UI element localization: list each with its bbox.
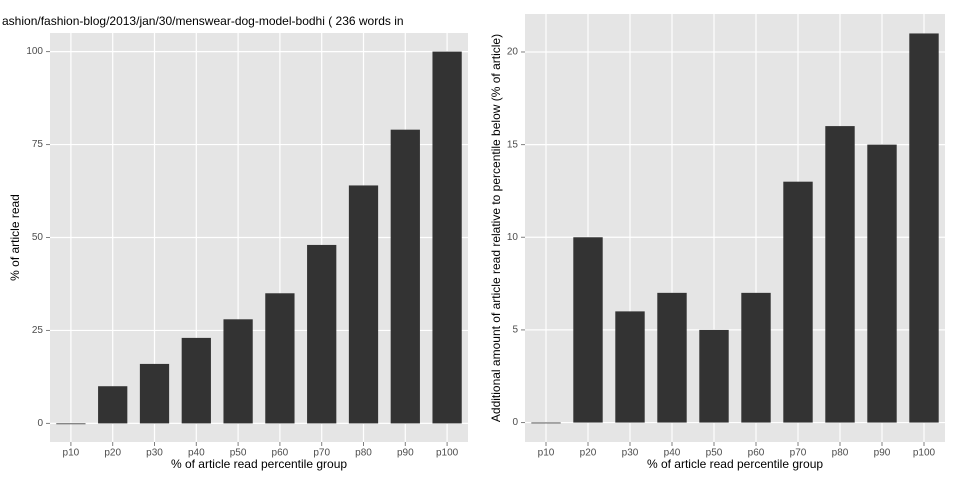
x-tick-label: p10 [538,448,555,459]
x-tick-label: p70 [790,448,807,459]
bar [615,311,645,423]
bar [181,337,211,424]
x-tick-label: p20 [104,448,121,459]
bar [265,293,295,424]
x-tick-label: p90 [397,448,414,459]
bar [223,319,253,424]
x-tick-label: p20 [580,448,597,459]
bar [657,292,687,423]
y-tick-label: 100 [26,46,43,57]
y-tick-label: 75 [32,139,44,150]
x-axis-label: % of article read percentile group [647,457,823,471]
bar [348,185,379,424]
y-tick-label: 25 [32,325,44,336]
bar [56,423,86,425]
x-tick-label: p50 [230,448,247,459]
y-tick-label: 15 [507,139,519,150]
bar [783,181,813,423]
y-axis-label: % of article read [8,194,22,281]
bar [390,129,420,424]
y-tick-label: 5 [512,325,518,336]
y-tick-label: 0 [37,418,43,429]
chart-title: ashion/fashion-blog/2013/jan/30/menswear… [2,14,404,28]
x-tick-label: p60 [748,448,765,459]
x-tick-label: p80 [832,448,849,459]
bar [432,51,462,424]
bar [139,363,170,424]
bar [307,244,337,424]
x-tick-label: p40 [664,448,681,459]
bar [909,33,939,423]
x-tick-label: p10 [63,448,80,459]
x-tick-label: p70 [313,448,330,459]
bar [867,144,897,423]
x-tick-label: p30 [146,448,163,459]
y-tick-label: 0 [512,417,518,428]
bar [699,329,729,423]
x-tick-label: p60 [272,448,289,459]
x-tick-label: p100 [436,448,459,459]
bar [741,292,771,423]
x-tick-label: p30 [622,448,639,459]
x-tick-label: p50 [706,448,723,459]
x-axis-label: % of article read percentile group [171,457,347,471]
bar [573,237,603,423]
x-tick-label: p40 [188,448,205,459]
bar [98,386,128,424]
bar [531,422,561,424]
y-tick-label: 20 [507,47,519,58]
bar [825,126,855,423]
x-tick-label: p90 [874,448,891,459]
x-tick-label: p80 [355,448,372,459]
y-axis-label: Additional amount of article read relati… [489,34,503,422]
y-tick-label: 50 [32,232,44,243]
y-tick-label: 10 [507,232,519,243]
x-tick-label: p100 [913,448,936,459]
